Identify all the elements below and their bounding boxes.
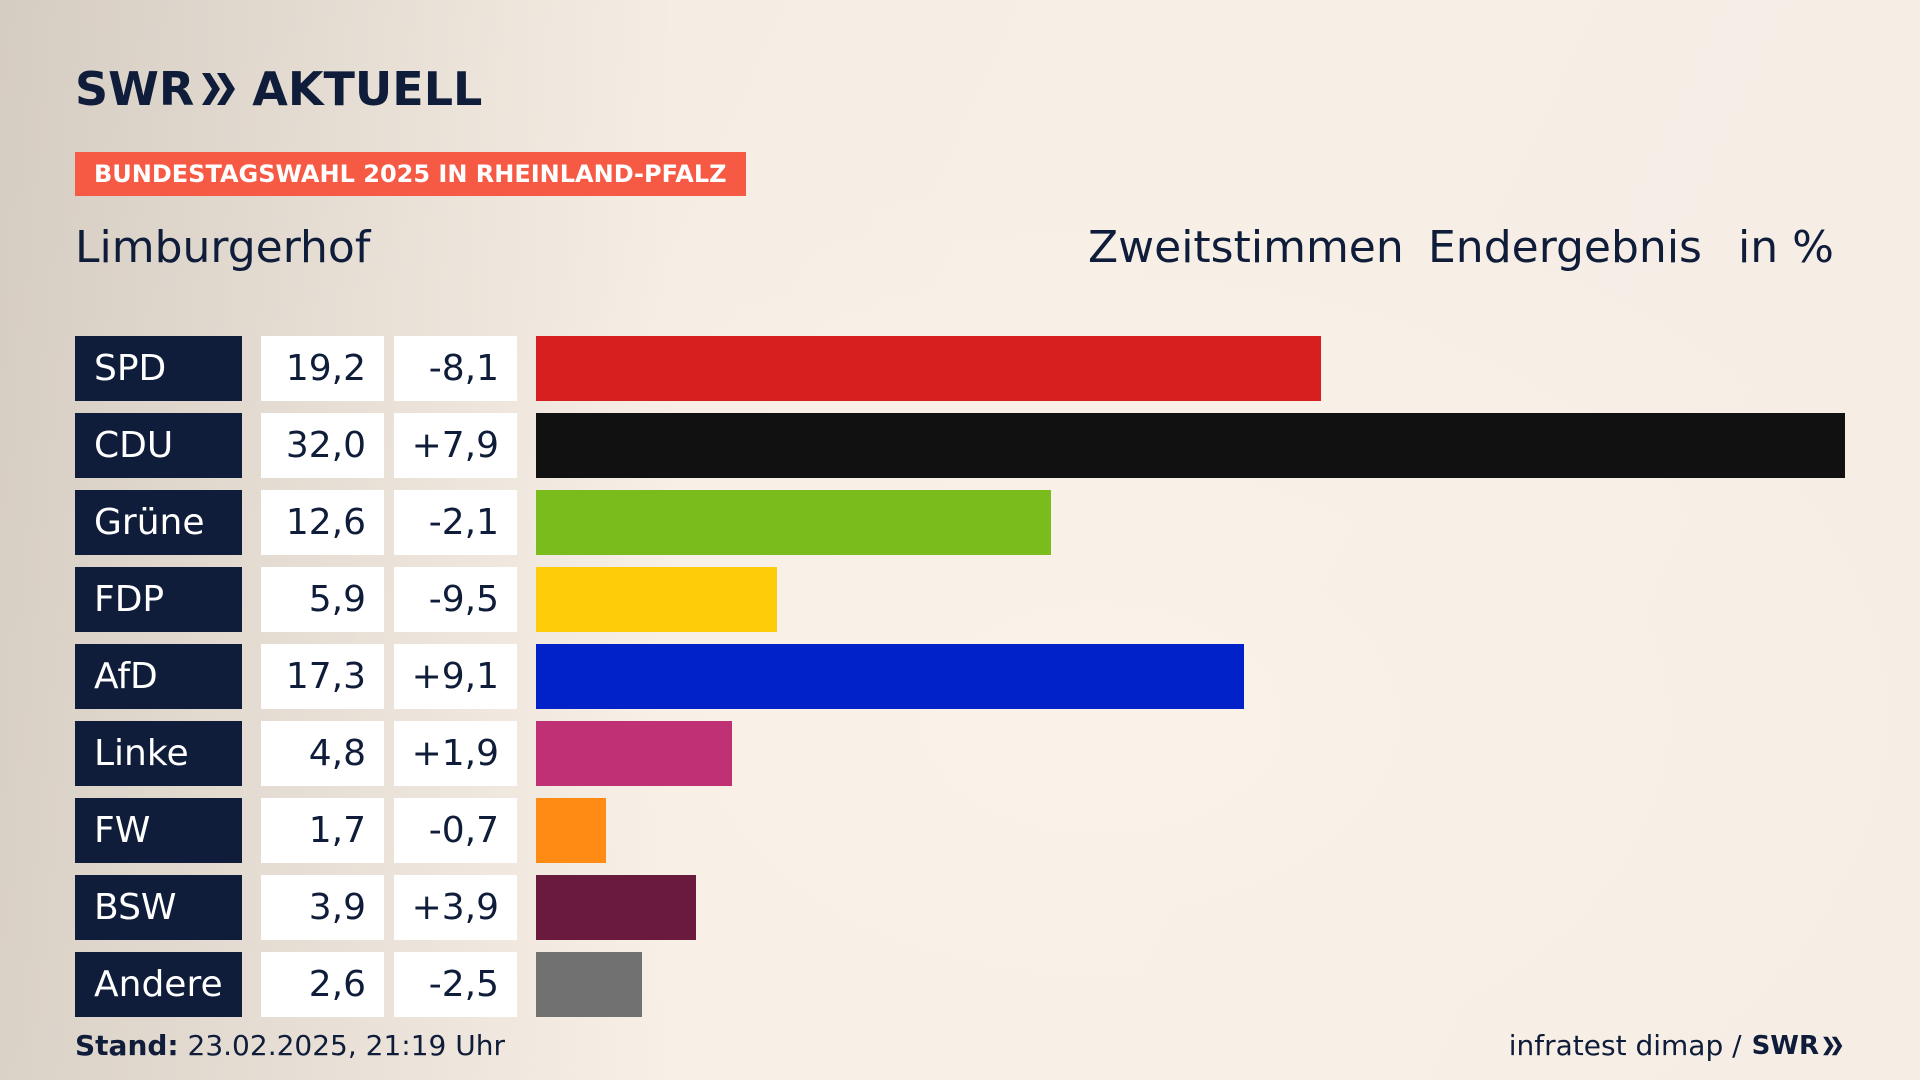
value-label: 3,9: [261, 875, 384, 940]
value-label: 32,0: [261, 413, 384, 478]
diff-label: -0,7: [394, 798, 517, 863]
chart-row: AfD 17,3 +9,1: [75, 644, 1845, 709]
chart-row: Linke 4,8 +1,9: [75, 721, 1845, 786]
diff-label: -8,1: [394, 336, 517, 401]
bar: [536, 336, 1321, 401]
election-tag: BUNDESTAGSWAHL 2025 IN RHEINLAND-PFALZ: [75, 152, 746, 196]
result-type-label: Endergebnis: [1428, 222, 1702, 273]
diff-label: -2,1: [394, 490, 517, 555]
unit-label: in %: [1738, 222, 1834, 273]
value-label: 4,8: [261, 721, 384, 786]
party-label: Andere: [75, 952, 242, 1017]
bar: [536, 490, 1051, 555]
bar: [536, 875, 696, 940]
source-credit: infratest dimap / SWR: [1509, 1030, 1844, 1062]
value-label: 12,6: [261, 490, 384, 555]
page-title: Limburgerhof: [75, 222, 371, 273]
chart-row: FW 1,7 -0,7: [75, 798, 1845, 863]
party-label: SPD: [75, 336, 242, 401]
party-label: CDU: [75, 413, 242, 478]
chart-row: FDP 5,9 -9,5: [75, 567, 1845, 632]
bar: [536, 952, 642, 1017]
bar: [536, 721, 732, 786]
bar: [536, 798, 606, 863]
party-label: FW: [75, 798, 242, 863]
party-label: FDP: [75, 567, 242, 632]
stand-label: Stand:: [75, 1029, 179, 1062]
swr-aktuell-logo: SWR AKTUELL: [75, 66, 482, 112]
chart-row: BSW 3,9 +3,9: [75, 875, 1845, 940]
value-label: 17,3: [261, 644, 384, 709]
diff-label: +9,1: [394, 644, 517, 709]
party-label: BSW: [75, 875, 242, 940]
vote-type-label: Zweitstimmen: [1088, 222, 1404, 273]
party-label: Linke: [75, 721, 242, 786]
value-label: 19,2: [261, 336, 384, 401]
logo-text-swr: SWR: [75, 62, 195, 116]
timestamp: Stand: 23.02.2025, 21:19 Uhr: [75, 1030, 505, 1062]
chart-row: Grüne 12,6 -2,1: [75, 490, 1845, 555]
chart-row: SPD 19,2 -8,1: [75, 336, 1845, 401]
bar: [536, 413, 1845, 478]
small-double-chevron-icon: [1823, 1036, 1843, 1056]
diff-label: +7,9: [394, 413, 517, 478]
bar: [536, 644, 1244, 709]
diff-label: -2,5: [394, 952, 517, 1017]
value-label: 1,7: [261, 798, 384, 863]
value-label: 5,9: [261, 567, 384, 632]
diff-label: +1,9: [394, 721, 517, 786]
stand-value: 23.02.2025, 21:19 Uhr: [187, 1029, 505, 1062]
logo-text-aktuell: AKTUELL: [252, 62, 483, 116]
value-label: 2,6: [261, 952, 384, 1017]
party-label: AfD: [75, 644, 242, 709]
source-label: infratest dimap /: [1508, 1029, 1742, 1062]
swr-small-logo: SWR: [1752, 1030, 1844, 1062]
bar: [536, 567, 777, 632]
diff-label: -9,5: [394, 567, 517, 632]
chart-row: Andere 2,6 -2,5: [75, 952, 1845, 1017]
chart-row: CDU 32,0 +7,9: [75, 413, 1845, 478]
swr-small-text: SWR: [1751, 1031, 1819, 1061]
party-label: Grüne: [75, 490, 242, 555]
diff-label: +3,9: [394, 875, 517, 940]
double-chevron-icon: [200, 71, 238, 107]
